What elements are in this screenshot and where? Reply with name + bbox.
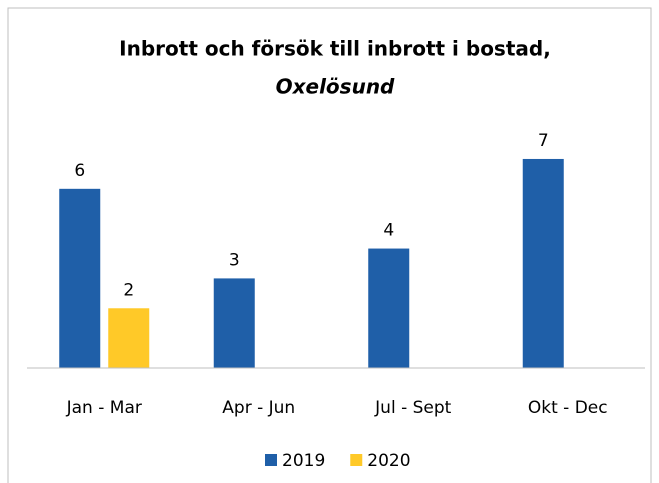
chart-subtitle: Oxelösund — [276, 75, 395, 99]
data-label: 2 — [123, 280, 134, 300]
bar — [213, 278, 255, 368]
bar — [368, 248, 410, 368]
data-label: 4 — [383, 221, 394, 241]
bar — [59, 188, 101, 368]
legend-label: 2019 — [282, 451, 325, 471]
x-tick-label: Apr - Jun — [222, 398, 295, 418]
x-tick-label: Jul - Sept — [374, 398, 451, 418]
legend-swatch — [350, 454, 363, 466]
bar — [108, 308, 150, 368]
data-label: 7 — [538, 131, 549, 151]
x-tick-label: Okt - Dec — [528, 398, 608, 418]
legend-label: 2020 — [367, 451, 410, 471]
chart-frame — [7, 7, 652, 483]
bar — [522, 158, 564, 368]
chart-title: Inbrott och försök till inbrott i bostad… — [119, 37, 551, 61]
x-tick-label: Jan - Mar — [66, 398, 142, 418]
legend-swatch — [265, 454, 277, 466]
data-label: 3 — [229, 250, 240, 270]
data-label: 6 — [74, 161, 85, 181]
